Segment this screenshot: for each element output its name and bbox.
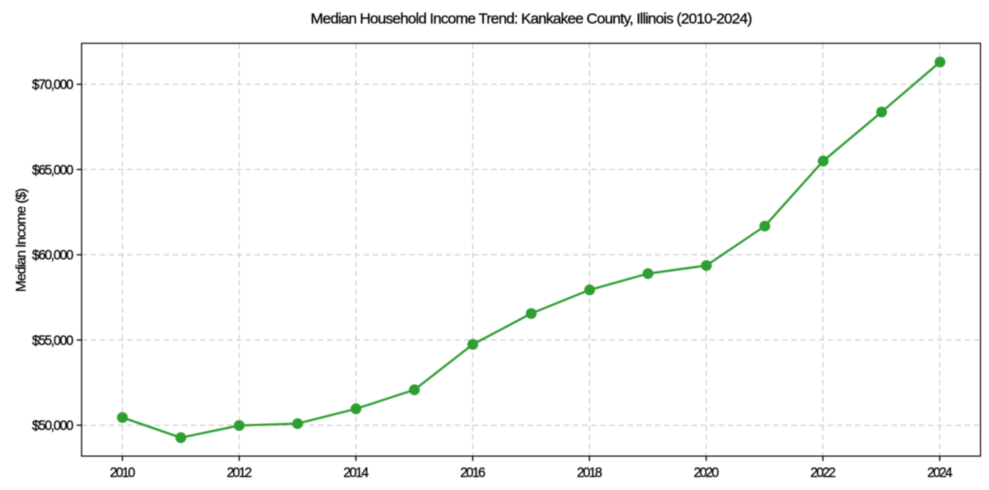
svg-text:2012: 2012 xyxy=(227,465,252,480)
svg-text:2022: 2022 xyxy=(810,465,835,480)
svg-text:Median Income ($): Median Income ($) xyxy=(13,189,29,292)
svg-text:2010: 2010 xyxy=(110,465,135,480)
svg-text:2024: 2024 xyxy=(927,465,953,480)
svg-text:$50,000: $50,000 xyxy=(32,418,73,433)
svg-text:$70,000: $70,000 xyxy=(32,77,73,92)
svg-text:$65,000: $65,000 xyxy=(32,162,73,177)
svg-text:2020: 2020 xyxy=(694,465,719,480)
svg-text:Median Household Income Trend:: Median Household Income Trend: Kankakee … xyxy=(311,11,753,28)
svg-text:2018: 2018 xyxy=(577,465,602,480)
svg-text:2014: 2014 xyxy=(343,465,369,480)
svg-text:$60,000: $60,000 xyxy=(32,248,73,263)
svg-text:$55,000: $55,000 xyxy=(32,333,73,348)
svg-text:2016: 2016 xyxy=(460,465,485,480)
